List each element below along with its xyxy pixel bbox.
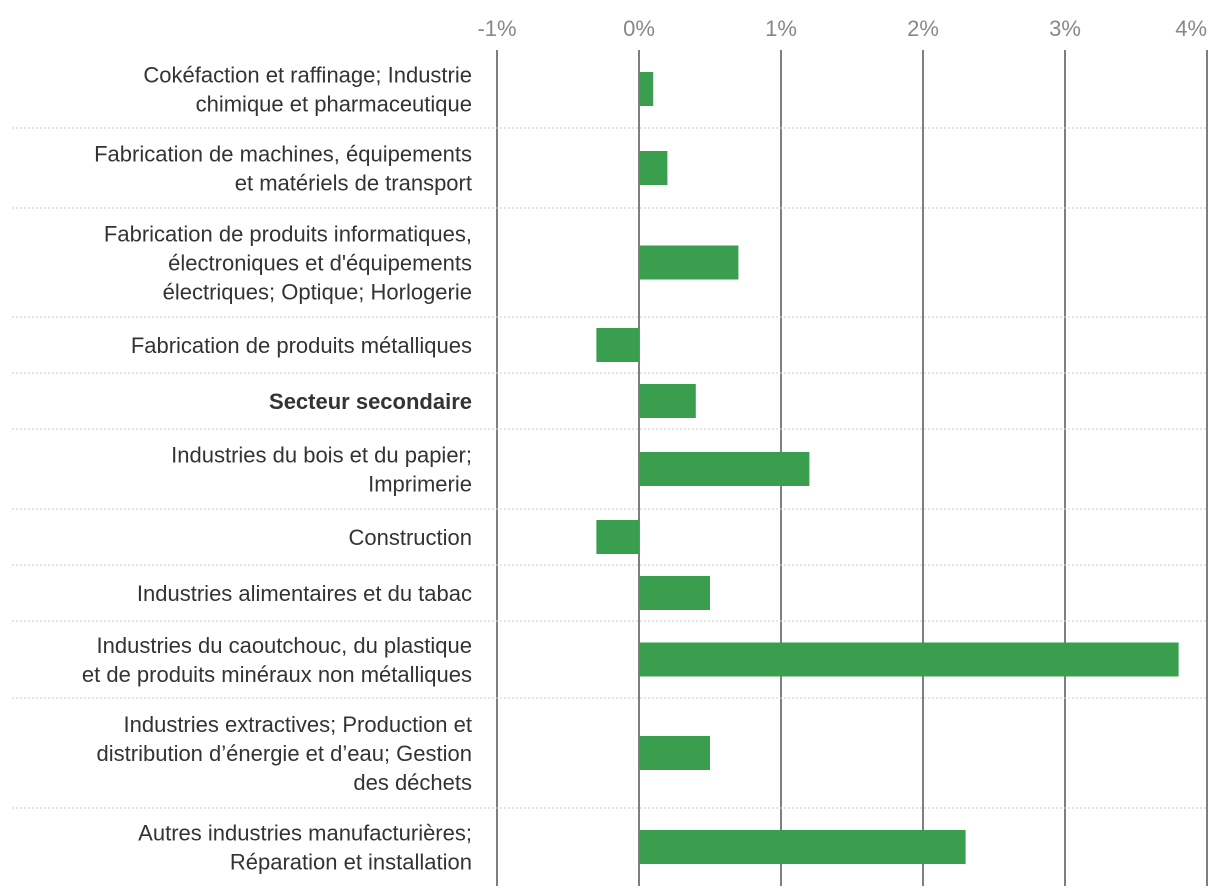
category-label-line: Imprimerie: [368, 472, 472, 497]
category-label-line: Industries du caoutchouc, du plastique: [97, 633, 472, 658]
bar-0: [639, 72, 654, 106]
category-label-5: Industries du bois et du papier; Imprimer…: [171, 443, 472, 497]
category-label-line: Industries du bois et du papier;: [171, 443, 472, 468]
bar-3: [596, 328, 639, 362]
category-label-line: Cokéfaction et raffinage; Industrie: [143, 63, 472, 88]
category-label-line: Fabrication de produits informatiques,: [104, 222, 472, 247]
category-label-9: Industries extractives; Production et dis…: [97, 712, 472, 795]
tick-label-3: 2%: [907, 16, 939, 41]
category-label-line: distribution d’énergie et d’eau; Gestion: [97, 741, 472, 766]
bar-8: [639, 642, 1179, 677]
category-label-1: Fabrication de machines, équipements et m…: [94, 142, 472, 196]
bar-1: [639, 151, 668, 185]
tick-label-4: 3%: [1049, 16, 1081, 41]
category-label-line: Industries extractives; Production et: [124, 712, 473, 737]
bar-5: [639, 452, 810, 486]
category-label-4: Secteur secondaire: [269, 389, 472, 414]
category-label-line: Industries alimentaires et du tabac: [137, 581, 472, 606]
category-label-line: des déchets: [353, 770, 472, 795]
category-label-line: électroniques et d'équipements: [168, 251, 472, 276]
category-label-line: électriques; Optique; Horlogerie: [163, 280, 472, 305]
category-label-7: Industries alimentaires et du tabac: [137, 581, 472, 606]
row-separators: [12, 127, 1208, 809]
bar-4: [639, 384, 696, 418]
tick-label-1: 0%: [623, 16, 655, 41]
x-axis-ticks: -1% 0% 1% 2% 3% 4%: [477, 16, 1207, 41]
bar-6: [596, 520, 639, 554]
tick-label-0: -1%: [477, 16, 516, 41]
grid-lines: [496, 50, 1208, 886]
category-label-8: Industries du caoutchouc, du plastique et…: [82, 633, 472, 687]
category-label-0: Cokéfaction et raffinage; Industrie chimi…: [143, 63, 472, 117]
tick-label-5: 4%: [1175, 16, 1207, 41]
category-label-line: et de produits minéraux non métalliques: [82, 662, 472, 687]
category-label-6: Construction: [348, 525, 472, 550]
bar-7: [639, 576, 710, 610]
category-label-line: Autres industries manufacturières;: [138, 821, 472, 846]
bar-9: [639, 736, 710, 770]
category-label-line: Fabrication de machines, équipements: [94, 142, 472, 167]
bar-10: [639, 830, 966, 864]
tick-label-2: 1%: [765, 16, 797, 41]
category-label-line: Fabrication de produits métalliques: [131, 333, 472, 358]
category-label-10: Autres industries manufacturières; Répara…: [138, 821, 472, 875]
bars: [596, 72, 1179, 864]
category-label-line: Construction: [348, 525, 472, 550]
category-label-3: Fabrication de produits métalliques: [131, 333, 472, 358]
category-label-line: chimique et pharmaceutique: [196, 92, 472, 117]
category-label-line: Réparation et installation: [230, 850, 472, 875]
category-label-2: Fabrication de produits informatiques, él…: [104, 222, 472, 305]
category-labels: Cokéfaction et raffinage; Industrie chimi…: [82, 63, 472, 875]
bar-2: [639, 245, 739, 280]
category-label-line: et matériels de transport: [235, 171, 472, 196]
category-label-line: Secteur secondaire: [269, 389, 472, 414]
